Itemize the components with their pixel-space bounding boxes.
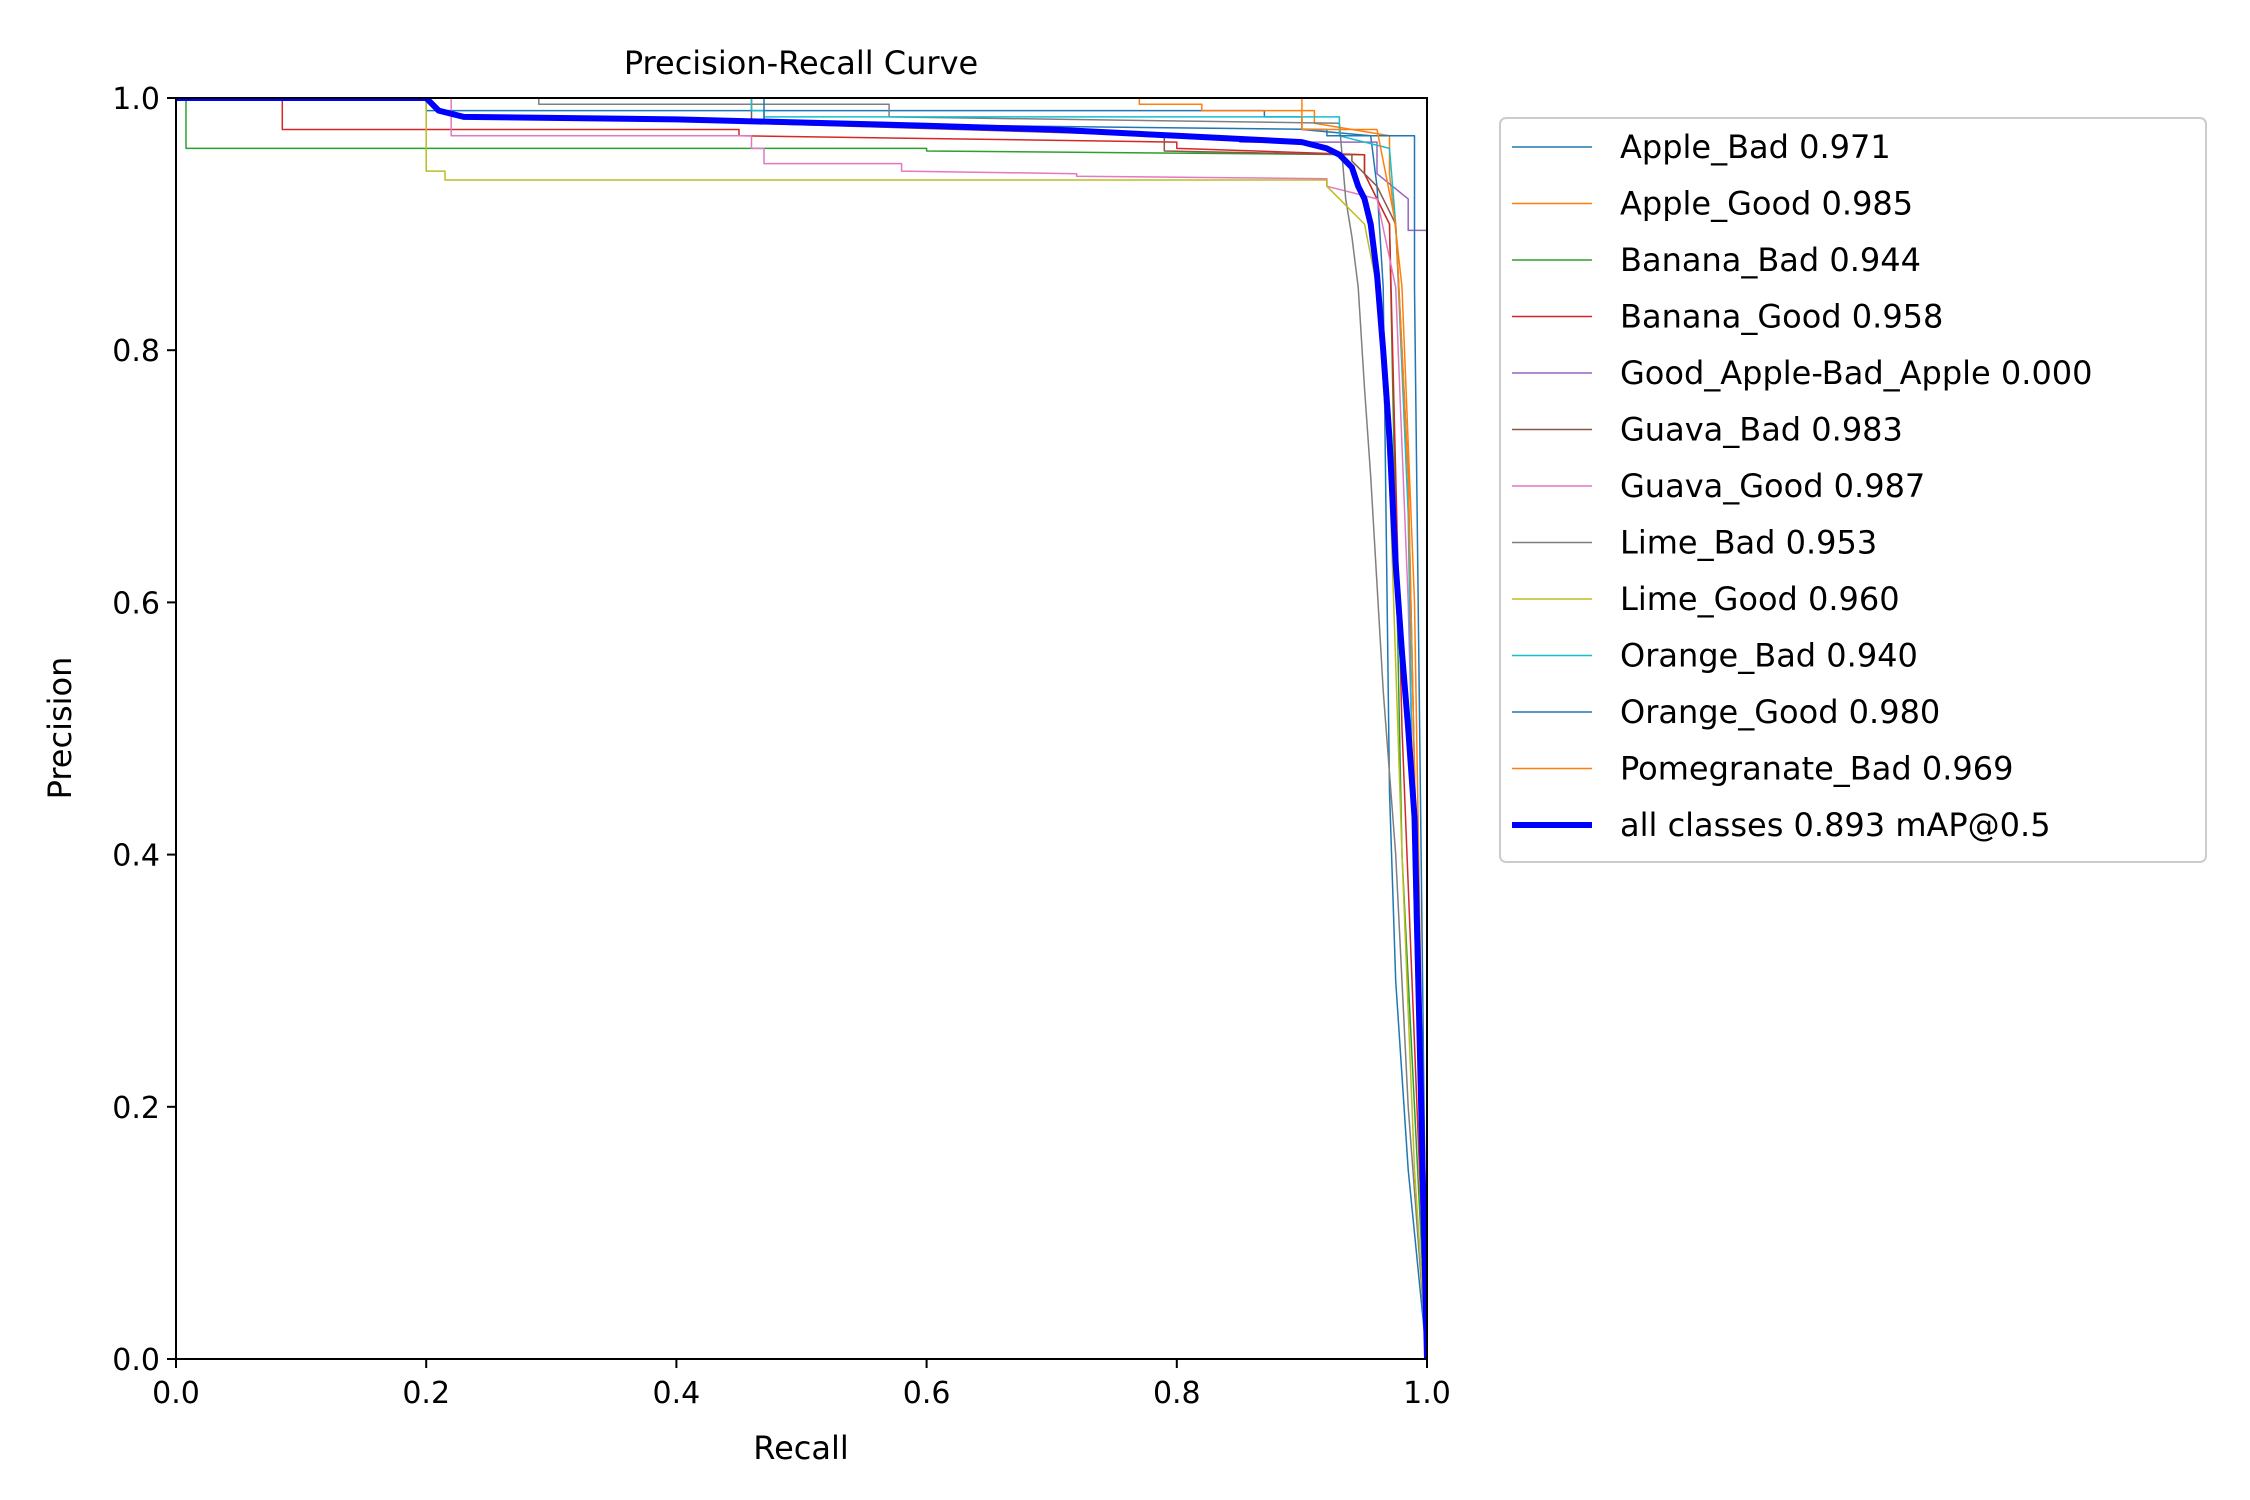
series-line-good-apple-bad-apple: [1239, 141, 1427, 232]
series-line-guava-good: [176, 98, 1427, 1359]
x-tick-label: 1.0: [1403, 1376, 1451, 1411]
legend-label: Banana_Good 0.958: [1620, 298, 1943, 336]
series-line-guava-bad: [176, 98, 1427, 1359]
series-line-all-classes: [176, 98, 1427, 1359]
y-tick-label: 0.4: [112, 839, 160, 874]
legend-label: Orange_Bad 0.940: [1620, 637, 1918, 675]
legend-label: Good_Apple-Bad_Apple 0.000: [1620, 354, 2093, 392]
legend: Apple_Bad 0.971 Apple_Good 0.985 Banana_Ba…: [1499, 117, 2207, 863]
y-tick-label: 0.2: [112, 1091, 160, 1126]
series-line-banana-good: [176, 98, 1427, 1359]
y-tick-label: 0.0: [112, 1343, 160, 1378]
legend-label: all classes 0.893 mAP@0.5: [1620, 806, 2051, 844]
y-tick-label: 1.0: [112, 82, 160, 117]
x-tick-label: 0.0: [152, 1376, 200, 1411]
series-line-orange-good: [176, 98, 1427, 1359]
legend-label: Lime_Bad 0.953: [1620, 524, 1877, 562]
legend-label: Pomegranate_Bad 0.969: [1620, 750, 2013, 788]
plot-frame: [175, 97, 1428, 1360]
y-tick-label: 0.6: [112, 586, 160, 621]
series-line-banana-bad: [176, 98, 1427, 1359]
legend-box: [1499, 117, 2207, 863]
legend-label: Apple_Bad 0.971: [1620, 128, 1891, 166]
legend-label: Lime_Good 0.960: [1620, 580, 1900, 618]
series-line-orange-bad: [176, 98, 1427, 1359]
x-tick-label: 0.6: [903, 1376, 951, 1411]
x-tick-label: 0.2: [402, 1376, 450, 1411]
series-line-apple-good: [176, 98, 1427, 1359]
series-line-apple-bad: [176, 98, 1427, 1359]
legend-label: Apple_Good 0.985: [1620, 185, 1913, 223]
y-tick-label: 0.8: [112, 334, 160, 369]
axes-ticks: 0.0 0.2 0.4 0.6 0.8 1.0 0.0 0.2 0.4 0.6 0.8 1.0: [112, 82, 1451, 1411]
legend-label: Banana_Bad 0.944: [1620, 241, 1921, 279]
x-tick-label: 0.8: [1153, 1376, 1201, 1411]
series-line-pomegranate-bad: [176, 98, 1427, 1359]
legend-label: Guava_Bad 0.983: [1620, 411, 1903, 449]
series-lines: [176, 98, 1427, 1359]
series-line-lime-good: [176, 98, 1427, 1359]
y-axis-label: Precision: [41, 657, 79, 800]
legend-label: Guava_Good 0.987: [1620, 467, 1925, 505]
x-axis-label: Recall: [753, 1429, 848, 1467]
legend-label: Orange_Good 0.980: [1620, 693, 1940, 731]
series-line-lime-bad: [176, 98, 1427, 1359]
x-tick-label: 0.4: [653, 1376, 701, 1411]
chart-title: Precision-Recall Curve: [624, 44, 978, 82]
